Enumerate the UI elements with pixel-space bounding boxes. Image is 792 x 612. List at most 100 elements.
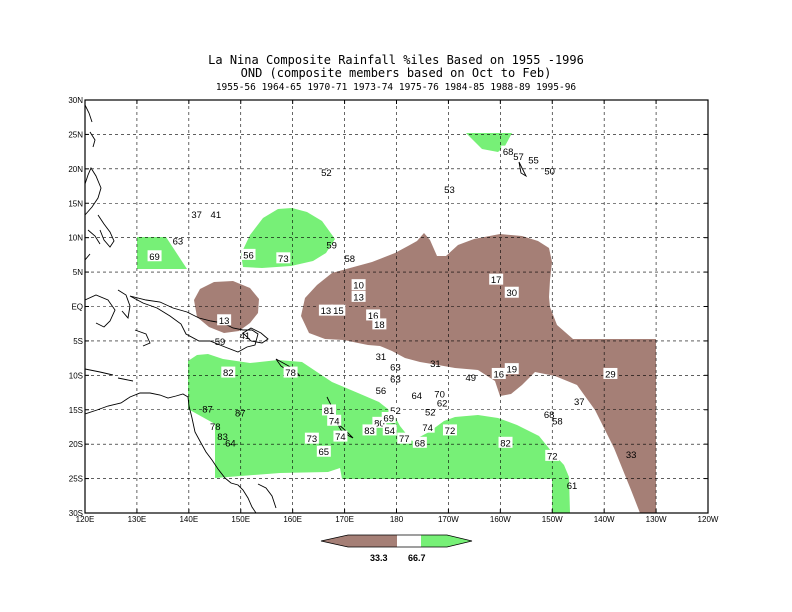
station-value: 37 (191, 210, 202, 221)
station-value: 58 (552, 416, 563, 427)
dry-region-new-guinea (194, 281, 259, 333)
station-value: 18 (374, 320, 385, 331)
lat-tick-label: 20N (68, 165, 83, 174)
coast-nz (257, 483, 277, 509)
lat-tick-label: 20S (69, 440, 83, 449)
station-label-box (322, 404, 337, 416)
station-label-box (603, 367, 618, 379)
station-label-box (362, 424, 377, 436)
station-label-box (331, 304, 346, 316)
station-label-box (442, 424, 457, 436)
station-value: 78 (210, 422, 221, 433)
station-value: 73 (278, 254, 289, 265)
coast-australia (85, 392, 257, 513)
colorbar-dry-swatch (321, 535, 397, 547)
station-value: 72 (547, 451, 558, 462)
station-value: 59 (326, 241, 337, 252)
lon-tick-label: 170W (438, 515, 459, 524)
station-value: 69 (383, 414, 394, 425)
lon-tick-label: 130E (128, 515, 147, 524)
station-value: 61 (567, 481, 578, 492)
lon-tick-label: 120W (698, 515, 719, 524)
coast-new-caledonia (336, 422, 354, 439)
station-value: 57 (513, 152, 524, 163)
coast-hawaii (518, 161, 528, 178)
station-value: 74 (422, 423, 433, 434)
station-value: 82 (223, 368, 234, 379)
station-value: 17 (491, 275, 502, 286)
axis-ticks: 120E 130E 140E 150E 160E 170E 180 170W 160W 150W 1… (68, 96, 719, 524)
station-label-box (397, 432, 412, 444)
station-label-box (327, 414, 342, 426)
station-value: 50 (544, 166, 555, 177)
station-value: 31 (376, 352, 387, 363)
coast-philippines (85, 167, 115, 261)
station-label-box (504, 363, 519, 375)
station-label-box (372, 416, 387, 428)
colorbar-low-label: 33.3 (370, 553, 388, 563)
station-label-box (545, 449, 560, 461)
station-label-box (283, 366, 298, 378)
station-value: 13 (219, 316, 230, 327)
shaded-regions (137, 133, 656, 513)
station-label-box (333, 430, 348, 442)
colorbar-wet-swatch (421, 535, 472, 547)
station-value: 64 (411, 391, 422, 402)
wet-region-coral-sea (188, 354, 570, 513)
lon-tick-label: 150W (542, 515, 563, 524)
station-value: 33 (626, 450, 637, 461)
station-value: 19 (506, 365, 517, 376)
station-value: 54 (384, 426, 395, 437)
station-value: 13 (321, 306, 332, 317)
graticule (85, 100, 708, 513)
lon-tick-label: 140E (179, 515, 198, 524)
coast-new-guinea (129, 295, 259, 353)
colorbar: 33.3 66.7 (320, 534, 473, 563)
station-value: 78 (285, 368, 296, 379)
lon-tick-label: 180 (390, 515, 404, 524)
station-value: 80 (374, 418, 385, 429)
station-value: 31 (430, 359, 441, 370)
station-value: 64 (225, 438, 236, 449)
station-label-box (351, 290, 366, 302)
station-value: 68 (503, 147, 514, 158)
lat-tick-label: 30N (68, 96, 83, 105)
lat-tick-label: EQ (71, 303, 83, 312)
lat-tick-label: 25N (68, 130, 83, 139)
station-value: 53 (444, 185, 455, 196)
station-label-box (372, 318, 387, 330)
station-label-box (412, 436, 427, 448)
station-value: 52 (390, 406, 401, 417)
station-label-box (318, 304, 333, 316)
station-value: 74 (335, 432, 346, 443)
station-value: 13 (353, 292, 364, 303)
station-value: 56 (243, 250, 254, 261)
station-label-box (498, 436, 513, 448)
map-subtitle: OND (composite members based on Oct to F… (241, 66, 552, 80)
lon-tick-label: 160W (490, 515, 511, 524)
station-value: 41 (211, 210, 222, 221)
station-value: 15 (333, 306, 344, 317)
station-label-box (388, 404, 403, 416)
station-label-box (381, 412, 396, 424)
lat-tick-label: 10S (69, 371, 83, 380)
coast-solomons (275, 358, 301, 377)
station-label-box (241, 248, 256, 260)
lat-tick-label: 25S (69, 475, 83, 484)
station-label-box (221, 366, 236, 378)
lat-tick-label: 15S (69, 406, 83, 415)
colorbar-high-label: 66.7 (408, 553, 426, 563)
map-title: La Nina Composite Rainfall %iles Based o… (208, 53, 584, 67)
station-value: 72 (445, 426, 456, 437)
station-label-box (304, 432, 319, 444)
station-label-box (491, 367, 506, 379)
station-value: 87 (235, 409, 246, 420)
coast-borneo-sulawesi (85, 289, 151, 347)
station-value: 29 (605, 369, 616, 380)
station-value: 69 (149, 252, 160, 263)
station-value: 41 (240, 331, 251, 342)
lat-tick-label: 5N (73, 268, 83, 277)
